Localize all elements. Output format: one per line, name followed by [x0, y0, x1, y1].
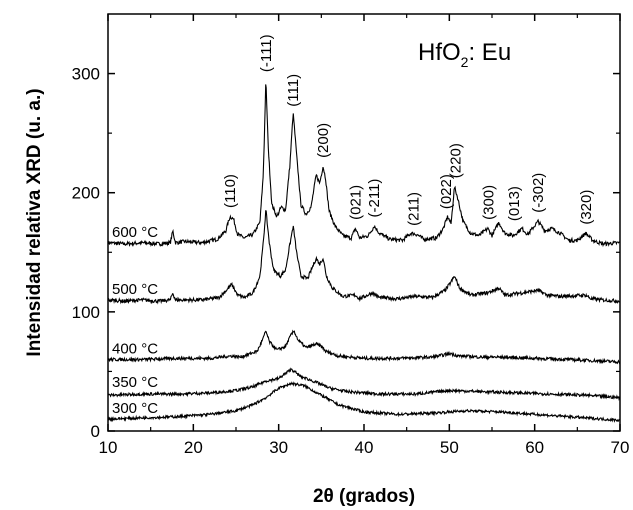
series-layer: [107, 84, 621, 423]
x-tick-label: 20: [184, 438, 203, 457]
plot-frame: [107, 13, 621, 432]
y-tick-label: 0: [91, 422, 100, 441]
x-tick-label: 10: [99, 438, 118, 457]
x-tick-label: 70: [611, 438, 630, 457]
series-line: [107, 381, 621, 423]
peak-label: (300): [481, 185, 498, 220]
peak-label: (-302): [530, 173, 547, 213]
x-tick-label: 40: [355, 438, 374, 457]
plot-area: [107, 13, 621, 432]
series-label: 350 °C: [112, 374, 158, 391]
peak-label: (320): [578, 190, 595, 225]
annotation-layer: 600 °C 500 °C 400 °C 350 °C 300 °C (110) (-111…: [112, 34, 595, 417]
series-line: [107, 367, 621, 402]
x-tick-label: 50: [440, 438, 459, 457]
y-axis-label: Intensidad relativa XRD (u. a.): [24, 88, 45, 356]
peak-label: (220): [447, 143, 464, 178]
chart-title-suffix: : Eu: [468, 39, 511, 66]
peak-label: (-111): [258, 34, 275, 72]
series-label: 300 °C: [112, 400, 158, 417]
y-tick-label: 100: [72, 303, 100, 322]
peak-label: (111): [285, 74, 302, 107]
series-label: 500 °C: [112, 281, 158, 298]
peak-label: (022): [438, 174, 455, 209]
y-tick-label: 300: [72, 65, 100, 84]
series-line: [107, 329, 621, 365]
y-tick-label: 200: [72, 184, 100, 203]
axes-layer: 10 20 30 40 50 60 70 0 100 200 300 2θ (grados) Inten…: [24, 14, 629, 507]
x-axis-label: 2θ (grados): [313, 486, 415, 507]
peak-label: (200): [315, 123, 332, 158]
peak-label: (-211): [366, 179, 383, 218]
chart-title: HfO2: Eu: [418, 39, 511, 70]
series-line: [107, 84, 621, 248]
chart-title-subscript: 2: [461, 54, 469, 70]
series-label: 400 °C: [112, 341, 158, 358]
peak-label: (110): [222, 174, 239, 208]
chart-title-main: HfO: [418, 39, 461, 66]
peak-label: (021): [347, 185, 364, 220]
peak-label: (013): [506, 186, 523, 221]
peak-label: (211): [405, 192, 422, 226]
series-line: [107, 210, 621, 305]
x-tick-label: 60: [525, 438, 544, 457]
x-tick-label: 30: [269, 438, 288, 457]
series-label: 600 °C: [112, 224, 158, 241]
